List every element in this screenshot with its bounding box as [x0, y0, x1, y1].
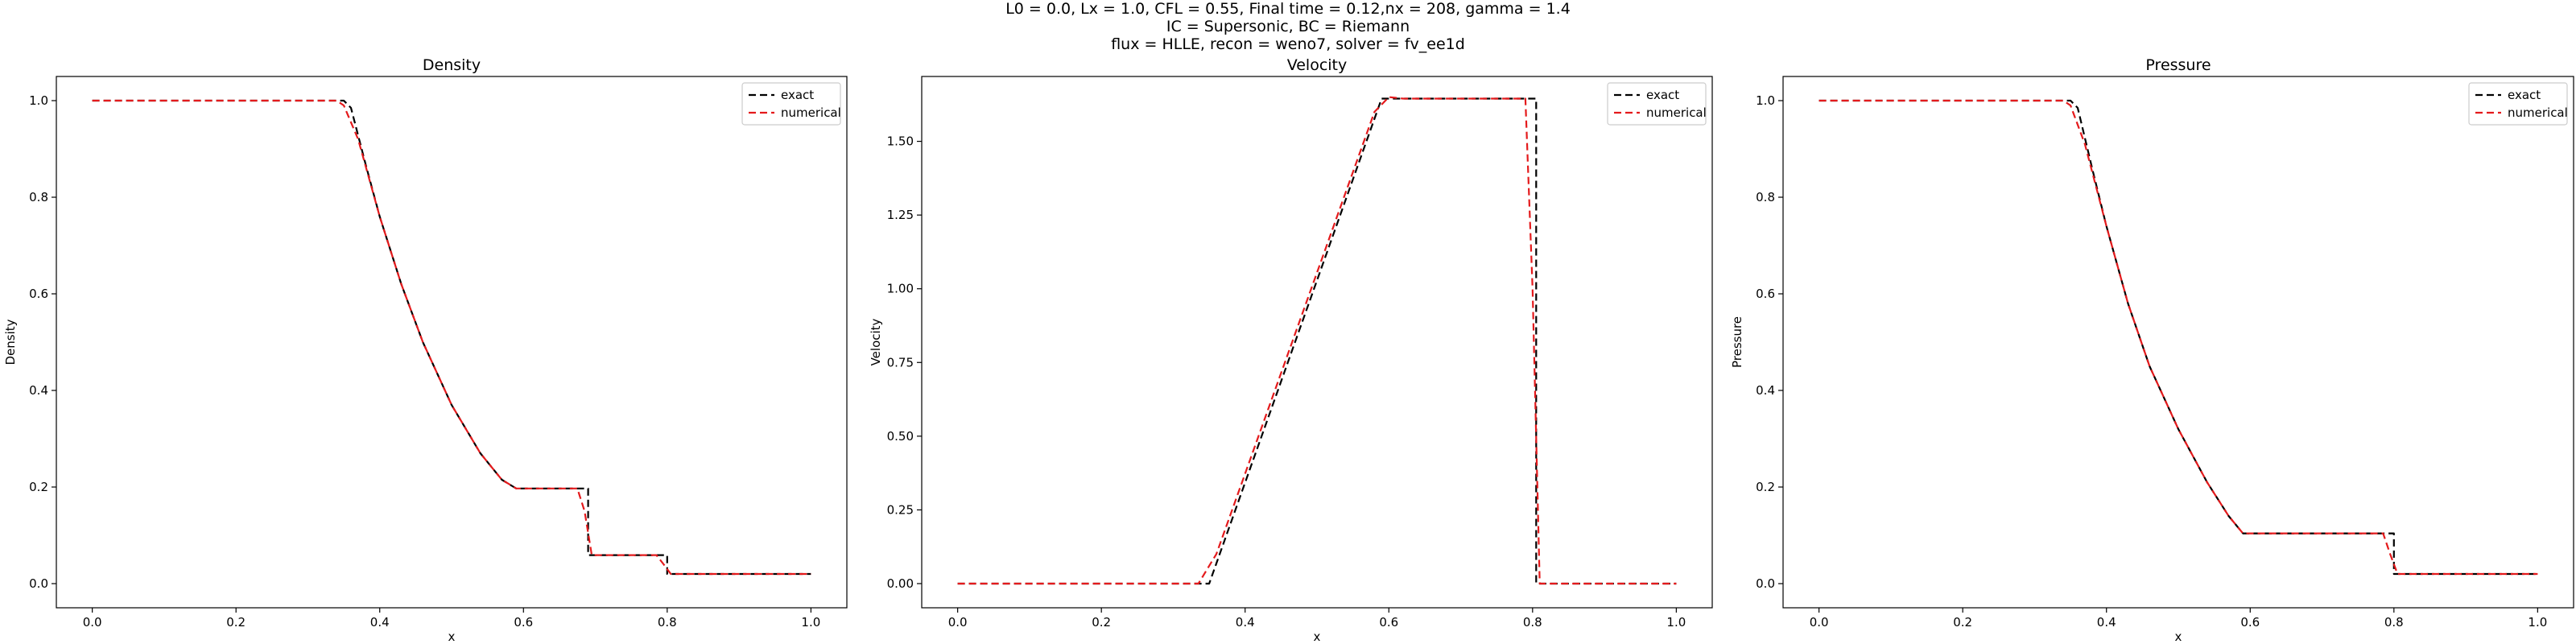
y-tick-label: 0.0 [29, 576, 48, 591]
y-tick-label: 0.6 [1756, 287, 1775, 301]
subplot-title: Velocity [1287, 56, 1348, 74]
y-tick-label: 0.00 [887, 576, 914, 591]
axes-frame [921, 76, 1713, 609]
subplot-velocity: Velocity 0.0 0.2 0.4 0.6 0.8 1.0 0.00 0.25 0.50 0.… [869, 56, 1713, 644]
y-tick-label: 1.0 [1756, 93, 1775, 108]
x-tick-label: 0.4 [1236, 615, 1255, 630]
axes-frame [1782, 76, 2574, 609]
x-tick-label: 0.4 [2097, 615, 2116, 630]
y-tick-label: 0.8 [29, 190, 48, 204]
x-tick-label: 0.6 [514, 615, 533, 630]
x-tick-label: 0.2 [1953, 615, 1972, 630]
x-tick-label: 0.8 [1523, 615, 1542, 630]
y-axis-label: Pressure [1730, 316, 1744, 368]
suptitle-line-2: IC = Supersonic, BC = Riemann [1166, 18, 1410, 35]
x-axis-label: x [2175, 630, 2182, 644]
x-tick-label: 0.6 [1379, 615, 1398, 630]
legend-label-exact: exact [781, 88, 814, 102]
legend: exact numerical [741, 82, 841, 126]
subplot-title: Pressure [2145, 56, 2211, 74]
series-line-exact [957, 97, 1677, 585]
y-tick-label: 0.75 [887, 355, 914, 369]
series-line-numerical [92, 99, 811, 576]
legend: exact numerical [2468, 82, 2568, 126]
y-axis-label: Density [3, 319, 18, 365]
y-tick-label: 0.0 [1756, 576, 1775, 591]
series-line-numerical [957, 96, 1677, 585]
series-line-numerical [1818, 99, 2538, 576]
x-tick-label: 0.0 [948, 615, 968, 630]
legend-box [2468, 82, 2568, 126]
y-tick-label: 0.2 [29, 480, 48, 494]
suptitle-line-1: L0 = 0.0, Lx = 1.0, CFL = 0.55, Final ti… [1005, 0, 1571, 18]
y-tick-label: 0.6 [29, 287, 48, 301]
x-tick-label: 0.4 [370, 615, 390, 630]
legend-label-numerical: numerical [1646, 105, 1707, 120]
x-tick-label: 0.8 [658, 615, 677, 630]
y-tick-label: 1.25 [887, 208, 914, 222]
y-tick-label: 0.2 [1756, 480, 1775, 494]
y-tick-label: 1.50 [887, 134, 914, 149]
y-tick-label: 0.25 [887, 502, 914, 517]
x-tick-label: 0.2 [226, 615, 246, 630]
legend-label-exact: exact [2508, 88, 2541, 102]
subplot-pressure: Pressure 0.0 0.2 0.4 0.6 0.8 1.0 0.0 0.2 0.4 0.6 0.… [1730, 56, 2574, 644]
legend: exact numerical [1607, 82, 1707, 126]
y-tick-label: 0.8 [1756, 190, 1775, 204]
legend-label-numerical: numerical [2508, 105, 2568, 120]
x-tick-label: 0.0 [1810, 615, 1829, 630]
x-axis-label: x [1314, 630, 1321, 644]
x-tick-label: 1.0 [1666, 615, 1686, 630]
y-tick-label: 1.0 [29, 93, 48, 108]
subplot-density: Density 0.0 0.2 0.4 0.6 0.8 1.0 0.0 0.2 0.4 0.6 0.8… [3, 56, 848, 644]
figure-suptitle: L0 = 0.0, Lx = 1.0, CFL = 0.55, Final ti… [0, 0, 2576, 53]
x-axis-label: x [448, 630, 456, 644]
series-line-exact [1818, 99, 2538, 576]
y-axis-label: Velocity [869, 318, 883, 365]
y-tick-label: 1.00 [887, 282, 914, 296]
subplot-title: Density [423, 56, 481, 74]
x-tick-label: 1.0 [801, 615, 820, 630]
suptitle-line-3: flux = HLLE, recon = weno7, solver = fv_… [1111, 35, 1465, 53]
y-tick-label: 0.4 [1756, 383, 1775, 398]
x-tick-label: 0.8 [2384, 615, 2404, 630]
axes-frame [56, 76, 848, 609]
x-tick-label: 0.2 [1092, 615, 1111, 630]
y-tick-label: 0.50 [887, 429, 914, 444]
legend-label-numerical: numerical [781, 105, 841, 120]
legend-label-exact: exact [1646, 88, 1679, 102]
legend-box [741, 82, 841, 126]
series-line-exact [92, 99, 811, 576]
x-tick-label: 0.0 [83, 615, 102, 630]
x-tick-label: 1.0 [2528, 615, 2547, 630]
legend-box [1607, 82, 1707, 126]
y-tick-label: 0.4 [29, 383, 48, 398]
x-tick-label: 0.6 [2240, 615, 2260, 630]
